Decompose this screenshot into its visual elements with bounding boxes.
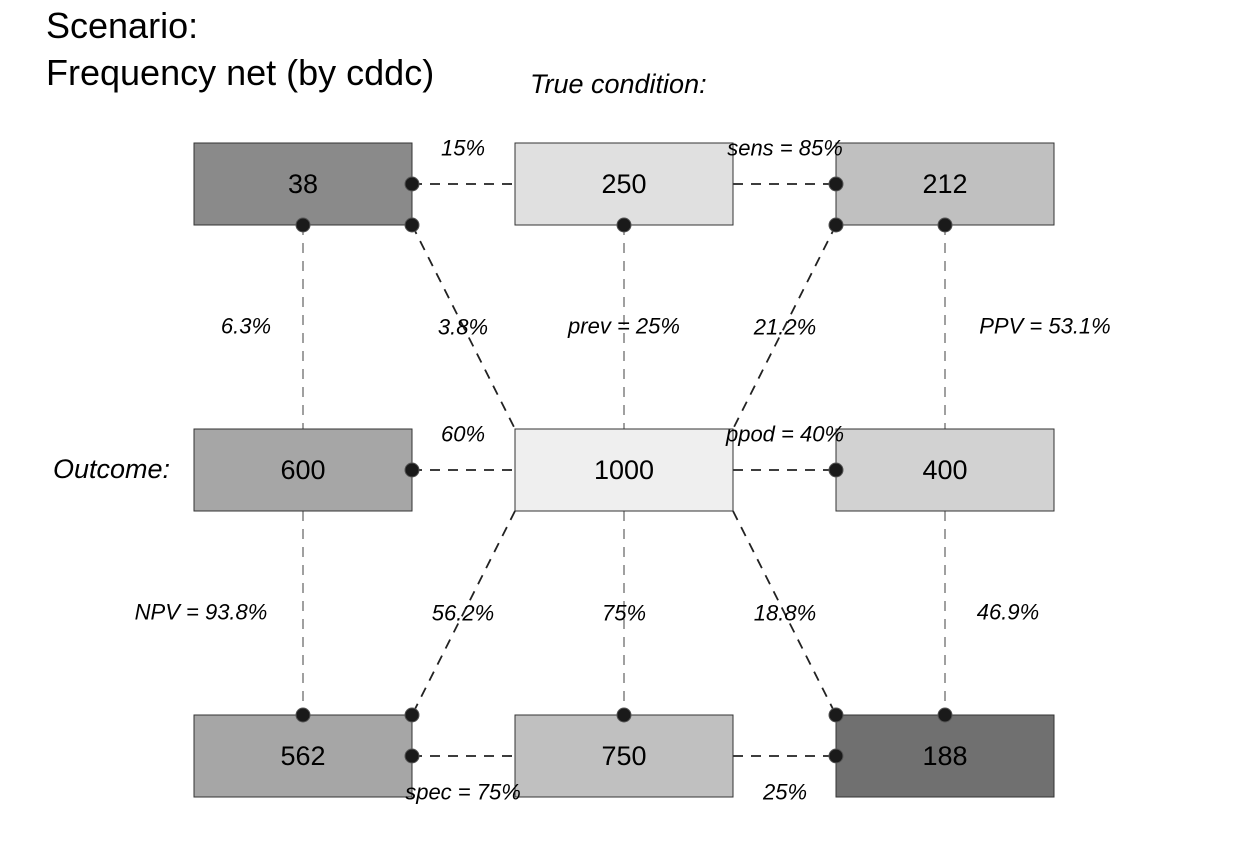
dot <box>828 748 844 764</box>
edge-label-bottom-right: 25% <box>762 780 807 805</box>
box-cond-false-value: 750 <box>601 741 646 771</box>
edge-total-cr <box>411 510 516 716</box>
dot <box>404 176 420 192</box>
dot <box>937 707 953 723</box>
edge-labels: 15% sens = 85% 60% ppod = 40% spec = 75%… <box>135 136 1111 805</box>
outcome-label: Outcome: <box>53 454 170 484</box>
boxes: 38 250 212 600 1000 400 562 750 <box>193 142 1055 798</box>
box-total-value: 1000 <box>594 455 654 485</box>
edge-label-diag-lr: 18.8% <box>754 601 816 626</box>
box-fa: 188 <box>835 714 1055 798</box>
box-hi: 38 <box>193 142 413 226</box>
box-dec-pos: 400 <box>835 428 1055 512</box>
edge-label-npv: NPV = 93.8% <box>135 600 268 625</box>
box-cr: 562 <box>193 714 413 798</box>
dot <box>828 707 844 723</box>
dot <box>404 217 420 233</box>
box-dec-pos-value: 400 <box>922 455 967 485</box>
box-cond-true: 250 <box>514 142 734 226</box>
box-hi-value: 38 <box>288 169 318 199</box>
dot <box>616 707 632 723</box>
dot <box>404 748 420 764</box>
edge-label-top-left: 15% <box>441 136 485 161</box>
edge-mi-total <box>732 224 837 430</box>
edge-label-mid-left: 60% <box>441 422 485 447</box>
dot <box>937 217 953 233</box>
edge-label-center-lower: 75% <box>602 601 646 626</box>
box-dec-neg: 600 <box>193 428 413 512</box>
edge-label-ppv: PPV = 53.1% <box>979 314 1110 339</box>
edges <box>302 183 946 757</box>
box-cr-value: 562 <box>280 741 325 771</box>
box-dec-neg-value: 600 <box>280 455 325 485</box>
edge-label-right-lower: 46.9% <box>977 600 1039 625</box>
edge-label-spec: spec = 75% <box>405 780 521 805</box>
box-mi: 212 <box>835 142 1055 226</box>
dot <box>295 217 311 233</box>
dot <box>828 462 844 478</box>
edge-label-prev: prev = 25% <box>567 314 680 339</box>
edge-total-fa <box>732 510 837 716</box>
edge-label-diag-ur: 21.2% <box>753 315 816 340</box>
edge-label-diag-ll: 56.2% <box>432 601 494 626</box>
edge-label-sens: sens = 85% <box>727 136 843 161</box>
box-cond-true-value: 250 <box>601 169 646 199</box>
box-cond-false: 750 <box>514 714 734 798</box>
dot <box>616 217 632 233</box>
dot <box>295 707 311 723</box>
box-mi-value: 212 <box>922 169 967 199</box>
edge-label-ppod: ppod = 40% <box>725 422 844 447</box>
edge-label-diag-ul: 3.8% <box>438 315 488 340</box>
true-condition-label: True condition: <box>530 69 707 99</box>
dot <box>828 217 844 233</box>
edge-hi-total <box>411 224 516 430</box>
dot <box>404 462 420 478</box>
connection-dots <box>295 176 953 764</box>
dot <box>828 176 844 192</box>
box-fa-value: 188 <box>922 741 967 771</box>
frequency-net-title: Frequency net (by cddc) <box>46 52 434 93</box>
edge-label-left-upper: 6.3% <box>221 314 271 339</box>
box-total: 1000 <box>514 428 734 512</box>
dot <box>404 707 420 723</box>
scenario-title: Scenario: <box>46 5 198 46</box>
